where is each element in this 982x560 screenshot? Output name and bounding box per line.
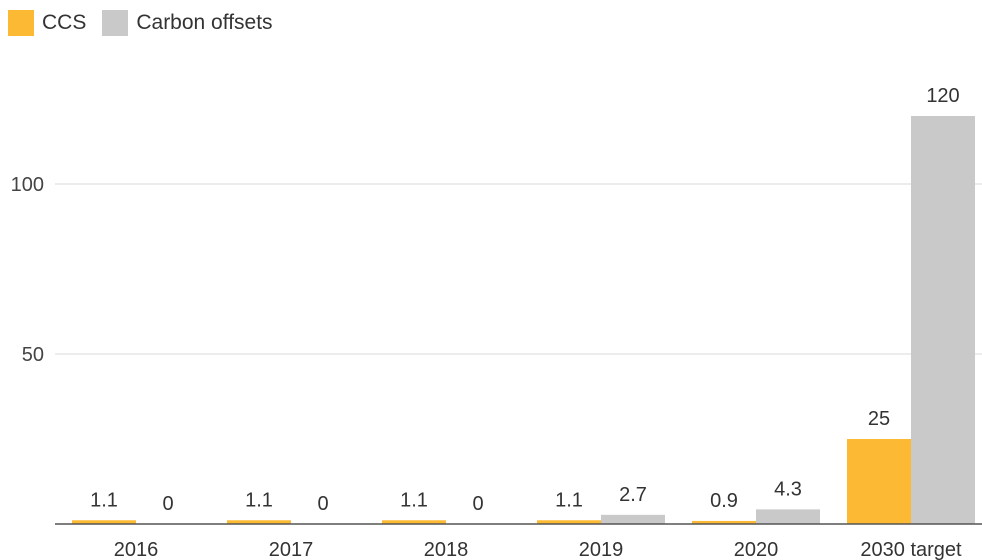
legend-item-carbon-offsets: Carbon offsets	[102, 10, 273, 36]
data-label-ccs-2030-target: 25	[868, 408, 890, 430]
x-tick-label-2018: 2018	[424, 539, 469, 560]
data-label-ccs-2019: 1.1	[555, 489, 583, 511]
bar-carbon-offsets-2030-target	[911, 116, 975, 524]
x-tick-label-2016: 2016	[114, 539, 159, 560]
data-label-carbon-offsets-2016: 0	[162, 493, 173, 515]
data-label-ccs-2016: 1.1	[90, 489, 118, 511]
legend-label-carbon-offsets: Carbon offsets	[136, 11, 273, 34]
data-label-ccs-2020: 0.9	[710, 490, 738, 512]
y-tick-label-100: 100	[11, 174, 44, 196]
bar-carbon-offsets-2019	[601, 514, 665, 524]
legend-swatch-ccs	[8, 10, 34, 36]
legend-label-ccs: CCS	[42, 11, 87, 34]
legend-item-ccs: CCS	[8, 10, 86, 36]
data-label-ccs-2017: 1.1	[245, 489, 273, 511]
bar-ccs-2017	[227, 520, 291, 524]
bar-ccs-2030-target	[847, 439, 911, 524]
data-label-carbon-offsets-2017: 0	[317, 493, 328, 515]
x-tick-label-2019: 2019	[579, 539, 624, 560]
y-tick-label-50: 50	[22, 344, 44, 366]
data-label-carbon-offsets-2019: 2.7	[619, 484, 647, 506]
x-tick-label-2030-target: 2030 target	[860, 539, 962, 560]
bar-ccs-2018	[382, 520, 446, 524]
x-tick-label-2017: 2017	[269, 539, 314, 560]
bar-ccs-2019	[537, 520, 601, 524]
data-label-carbon-offsets-2018: 0	[472, 493, 483, 515]
data-label-carbon-offsets-2020: 4.3	[774, 478, 802, 500]
bar-ccs-2016	[72, 520, 136, 524]
data-label-carbon-offsets-2030-target: 120	[926, 85, 959, 107]
legend: CCS Carbon offsets	[8, 10, 273, 36]
legend-swatch-carbon-offsets	[102, 10, 129, 36]
bar-carbon-offsets-2020	[756, 509, 820, 524]
bar-ccs-2020	[692, 520, 756, 524]
data-label-ccs-2018: 1.1	[400, 489, 428, 511]
x-tick-label-2020: 2020	[734, 539, 779, 560]
